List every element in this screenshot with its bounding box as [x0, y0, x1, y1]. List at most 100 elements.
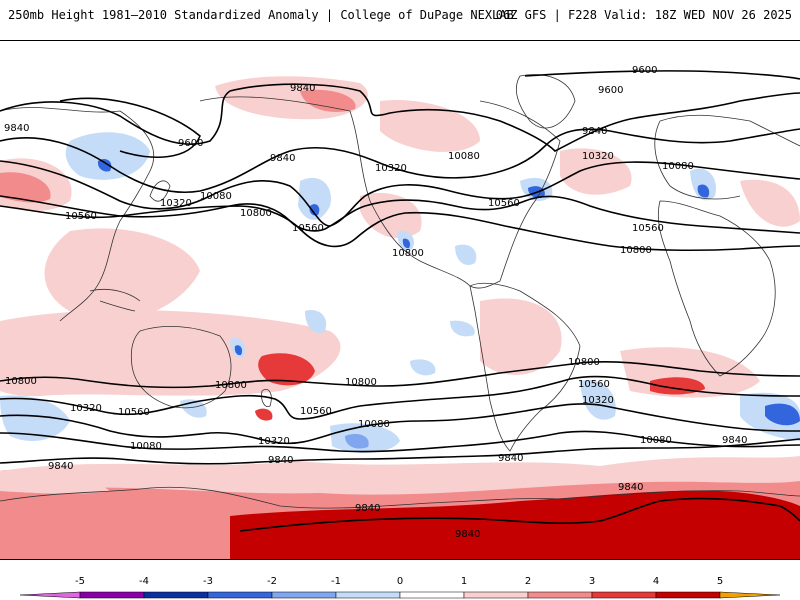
- colorbar-tick-label: 2: [525, 576, 531, 587]
- anomaly-neg2-mexico: [402, 238, 411, 249]
- anomaly-neg1-south-atl: [580, 380, 616, 420]
- anomaly-neg1-south-indian-w: [0, 395, 70, 441]
- label-10800-pacific: 10800: [240, 208, 272, 219]
- colorbar-segment: [79, 591, 145, 599]
- anomaly-neg1-east-pac: [450, 320, 475, 337]
- contour-10320-south: [0, 403, 800, 445]
- label-9840-north-pac: 9840: [290, 83, 315, 94]
- label-10800-mexico: 10800: [392, 248, 424, 259]
- colorbar-segment: [207, 591, 273, 599]
- colorbar-tick-label: -2: [267, 576, 277, 587]
- label-10320-atlantic: 10320: [582, 151, 614, 162]
- positive-anomalies: [0, 76, 800, 559]
- label-9840-antarctic-e: 9840: [618, 482, 643, 493]
- contour-9840-antarctic: [239, 497, 800, 532]
- anomaly-pos2-nz: [255, 408, 273, 421]
- colorbar-segment: [655, 591, 721, 599]
- coastline-asia: [0, 107, 155, 322]
- colorbar-segment: [591, 591, 657, 599]
- label-10560-asia: 10560: [65, 211, 97, 222]
- colorbar-tick-label: -4: [139, 576, 149, 587]
- coastline-south-america: [469, 282, 581, 452]
- coastline-japan: [149, 180, 171, 202]
- anomaly-neg2-europe: [697, 184, 710, 198]
- colorbar-segment: [335, 591, 401, 599]
- anomaly-neg3-south-indian: [765, 403, 800, 426]
- label-10560-us-east: 10560: [488, 198, 520, 209]
- coastline-north-america: [199, 96, 561, 289]
- label-9600-greenland: 9600: [598, 85, 623, 96]
- coastline-australia: [130, 326, 232, 409]
- anomaly-pos2-asia: [0, 172, 51, 203]
- label-10560-europe: 10560: [632, 223, 664, 234]
- coastline-africa: [657, 200, 776, 377]
- anomaly-map: 9840 9600 9600 9840 9600 9840 9840 10080…: [0, 40, 800, 560]
- label-10080-south-indian: 10080: [640, 435, 672, 446]
- contour-10080-south: [0, 430, 800, 453]
- colorbar-tick-label: -3: [203, 576, 213, 587]
- label-10080-europe: 10080: [662, 161, 694, 172]
- contour-10800-north: [0, 205, 800, 252]
- anomaly-pos3-southpac: [258, 353, 315, 386]
- contour-10080-north: [0, 128, 800, 194]
- contour-9600-pacific: [59, 97, 201, 159]
- colorbar-segment: [527, 591, 593, 599]
- colorbar-cap-low: [19, 591, 81, 599]
- colorbar-segment: [463, 591, 529, 599]
- label-9840-atlantic: 9840: [582, 126, 607, 137]
- contour-10800-south: [0, 361, 800, 389]
- colorbar-tick-label: 0: [397, 576, 403, 587]
- anomaly-neg1-europe: [690, 168, 716, 201]
- label-10800-south-atl: 10800: [568, 357, 600, 368]
- anomaly-pos3-antarctic: [230, 490, 800, 559]
- contour-9840-south: [0, 438, 800, 465]
- chart-title: 250mb Height 1981–2010 Standardized Anom…: [8, 8, 514, 22]
- colorbar-segment: [143, 591, 209, 599]
- anomaly-pos1-pacific-nw: [44, 228, 200, 321]
- label-10800-africa: 10800: [620, 245, 652, 256]
- anomaly-neg1-indian-sw: [410, 359, 436, 376]
- coastline-indonesia: [89, 288, 141, 312]
- label-10320-south-pac: 10320: [258, 436, 290, 447]
- contour-labels: 9840 9600 9600 9840 9600 9840 9840 10080…: [4, 65, 747, 540]
- anomaly-neg2-southern-ocean: [345, 434, 369, 449]
- map-svg: 9840 9600 9600 9840 9600 9840 9840 10080…: [0, 41, 800, 559]
- label-10800-south-pac: 10800: [345, 377, 377, 388]
- colorbar-tick-label: 1: [461, 576, 467, 587]
- contour-10560-north: [0, 195, 800, 234]
- label-9600-arctic: 9600: [632, 65, 657, 76]
- label-10080-canada: 10080: [448, 151, 480, 162]
- anomaly-pos1-midpac: [360, 192, 422, 239]
- label-10560-south-w: 10560: [118, 407, 150, 418]
- label-10560-south-pac: 10560: [300, 406, 332, 417]
- anomaly-pos1-indian: [0, 469, 110, 494]
- anomaly-pos2-north-pac: [300, 89, 356, 112]
- colorbar-segment: [399, 591, 465, 599]
- label-10080-south-pac: 10080: [358, 419, 390, 430]
- label-9840-antarctic-w: 9840: [355, 503, 380, 514]
- coastline-europe: [654, 114, 800, 200]
- colorbar-tick-label: 5: [717, 576, 723, 587]
- label-10320-us: 10320: [375, 163, 407, 174]
- colorbar-tick-label: -1: [331, 576, 341, 587]
- label-10320-asia: 10320: [160, 198, 192, 209]
- colorbar-tick-label: 4: [653, 576, 659, 587]
- coastline-greenland: [516, 74, 576, 129]
- label-10320-south-w: 10320: [70, 403, 102, 414]
- contour-10320-north: [0, 160, 800, 227]
- anomaly-pos1-canada: [380, 100, 480, 152]
- label-10080-south-w: 10080: [130, 441, 162, 452]
- anomaly-neg1-bering: [65, 132, 150, 180]
- anomaly-pos1-atlantic: [560, 148, 632, 195]
- anomaly-neg2-bering: [97, 159, 112, 172]
- label-10080-asia: 10080: [200, 191, 232, 202]
- coastline-new-zealand: [261, 389, 272, 408]
- label-10800-south-aus: 10800: [215, 380, 247, 391]
- colorbar-tick-label: 3: [589, 576, 595, 587]
- colorbar-cap-high: [719, 591, 781, 599]
- label-9840-pacific: 9840: [270, 153, 295, 164]
- anomaly-neg3-aus-east: [234, 345, 243, 356]
- label-9600-pacific: 9600: [178, 138, 203, 149]
- height-contours: [0, 70, 800, 532]
- label-10560-pacific: 10560: [292, 223, 324, 234]
